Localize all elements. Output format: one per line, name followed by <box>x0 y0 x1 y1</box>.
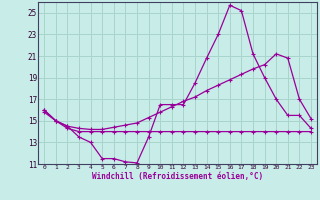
X-axis label: Windchill (Refroidissement éolien,°C): Windchill (Refroidissement éolien,°C) <box>92 172 263 181</box>
